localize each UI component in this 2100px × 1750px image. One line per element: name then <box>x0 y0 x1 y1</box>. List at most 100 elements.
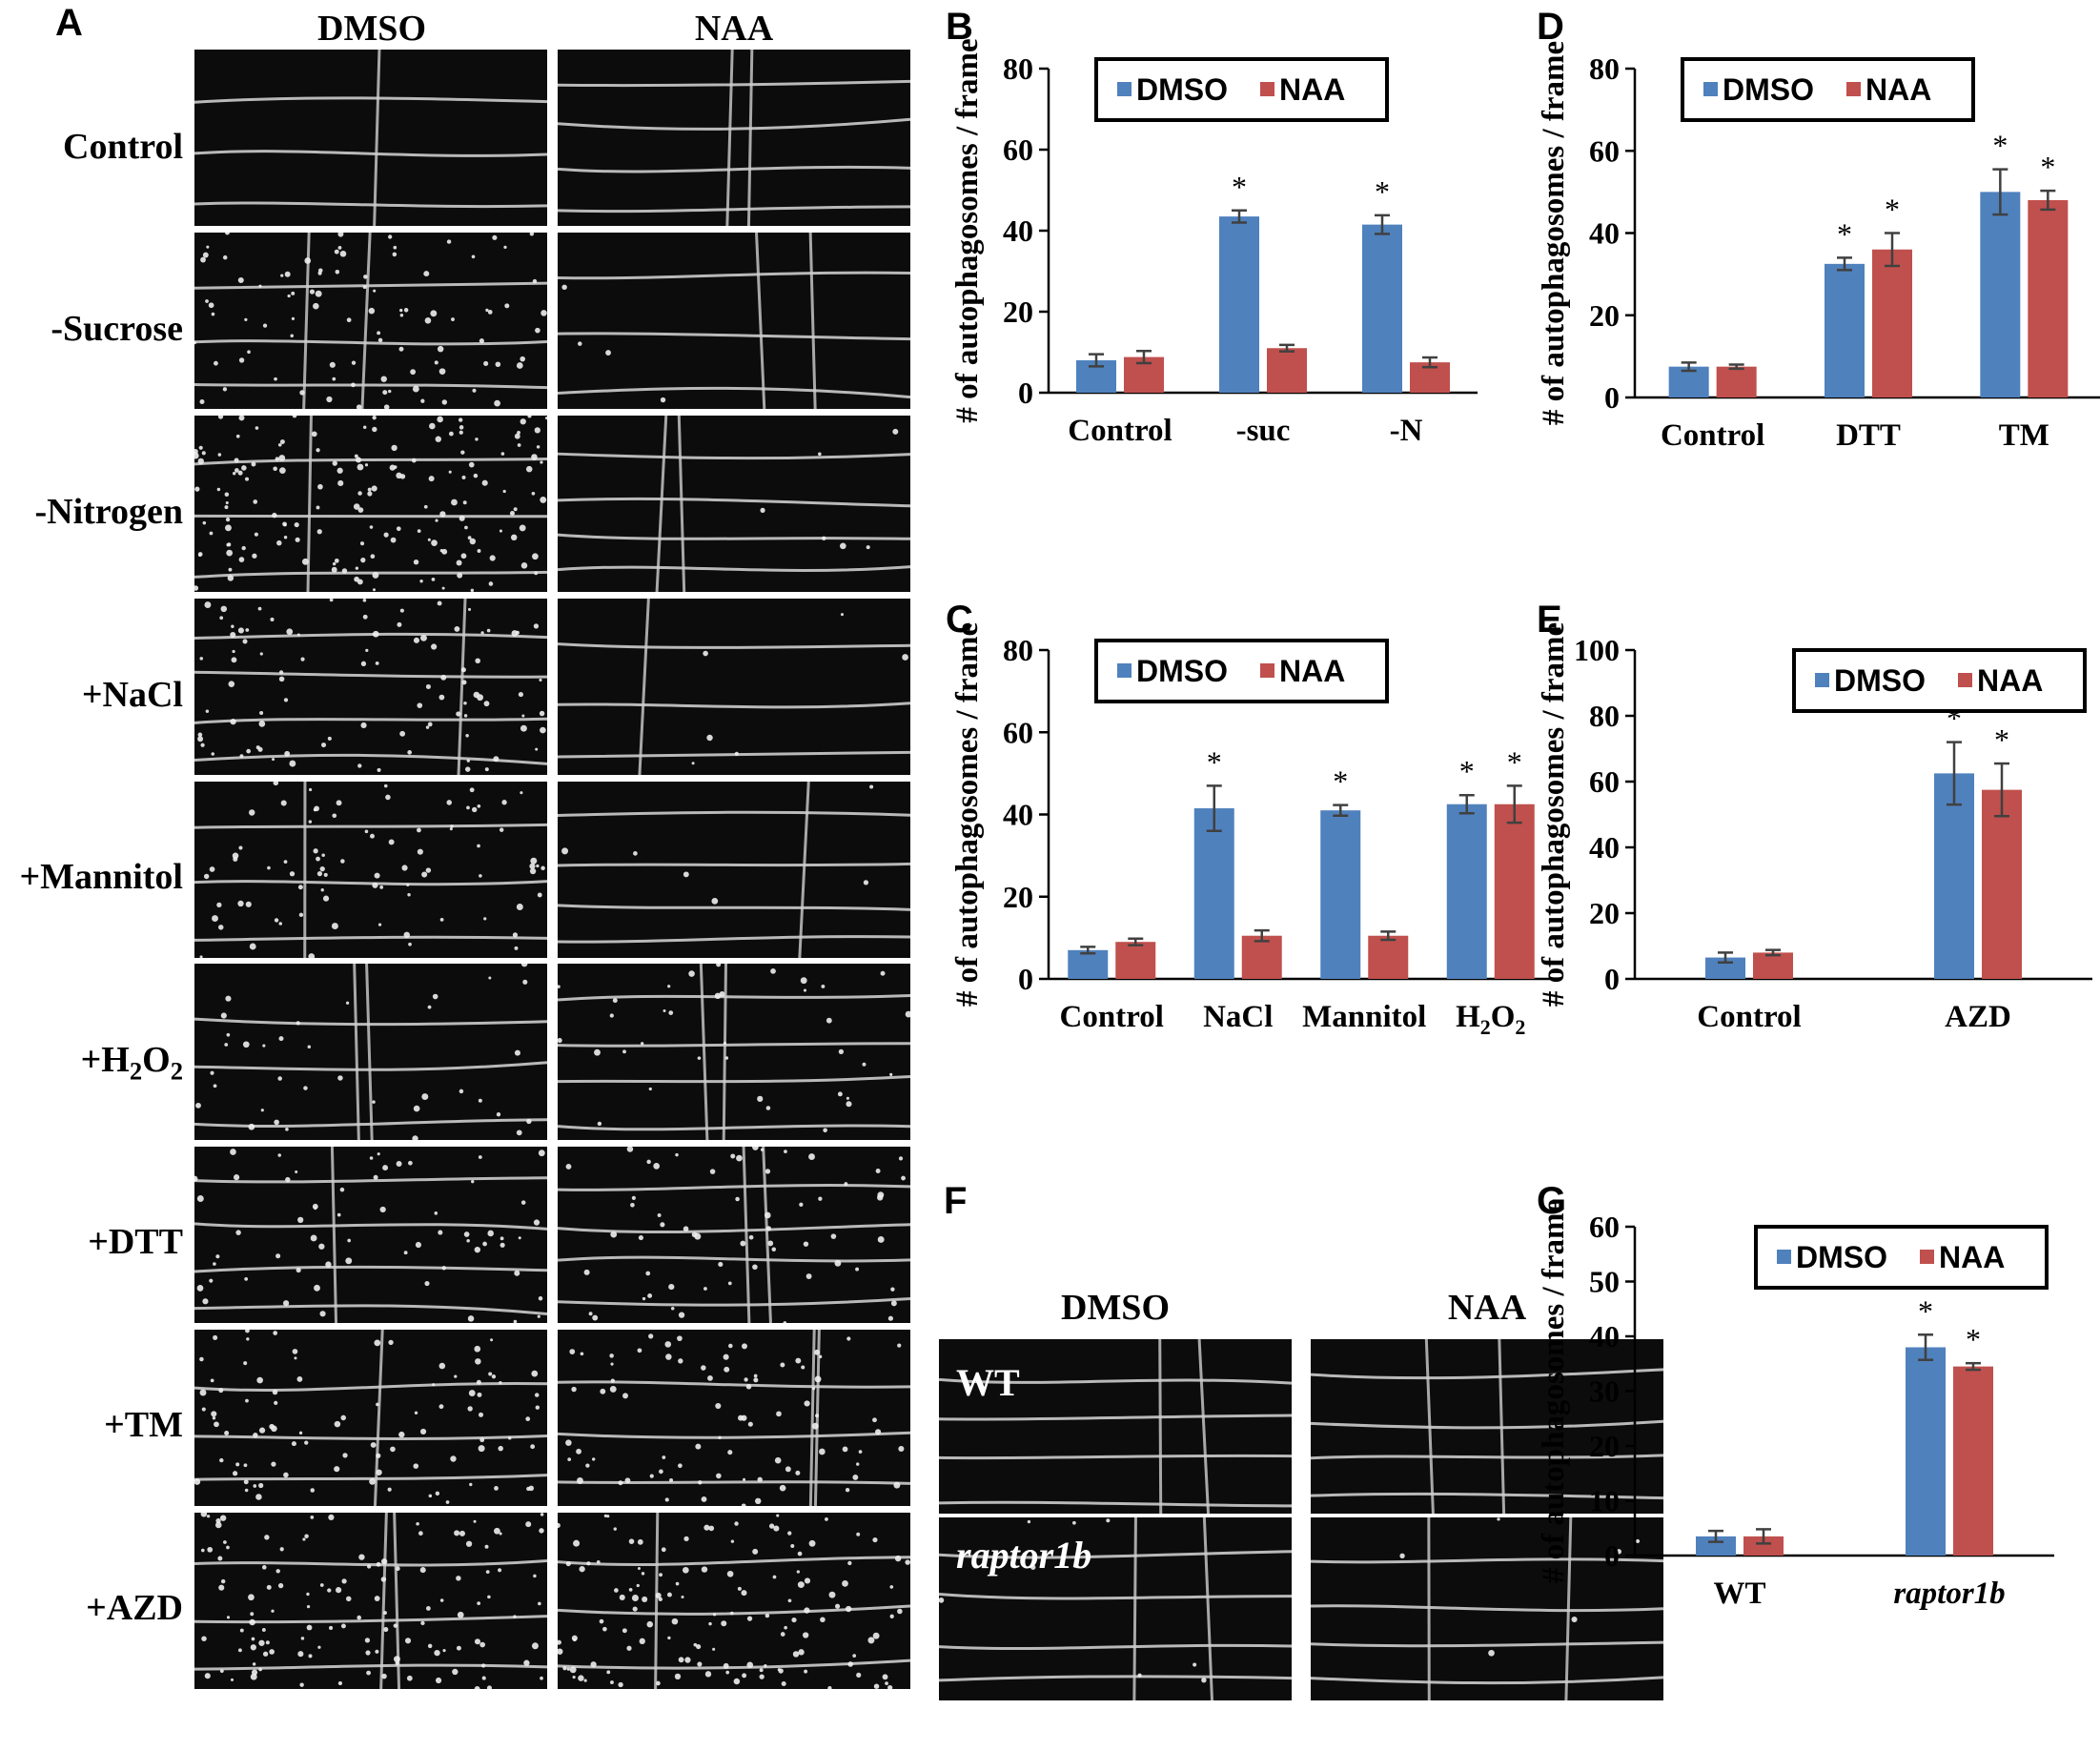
bar-dmso-3 <box>1980 192 2021 397</box>
y-tick-label: 0 <box>1604 962 1620 996</box>
significance-marker: * <box>1992 129 2008 163</box>
row-label-dtt: +DTT <box>88 1222 183 1262</box>
legend-swatch-dmso <box>1117 82 1132 96</box>
row-label-control: Control <box>63 127 183 167</box>
chart-svg-d: # of autophagosomes / frame 0 20 40 60 80 Cont… <box>1537 41 2100 453</box>
x-tick-label: -N <box>1390 414 1423 448</box>
legend-label-dmso: DMSO <box>1136 72 1228 107</box>
x-tick-label: H2O2 <box>1456 1000 1525 1039</box>
y-tick-label: 60 <box>1589 133 1620 168</box>
bar-dmso-2 <box>1906 1347 1946 1556</box>
y-tick-label: 100 <box>1574 633 1620 667</box>
legend-swatch-naa <box>1260 82 1274 96</box>
micrograph-naa-2 <box>558 233 910 409</box>
bar-naa-3 <box>1368 935 1409 979</box>
legend-swatch-dmso <box>1777 1250 1791 1264</box>
bar-naa-3 <box>2028 200 2069 397</box>
bar-naa-2 <box>1953 1366 1993 1556</box>
legend: DMSO NAA <box>1792 648 2087 713</box>
bar-naa-1 <box>1716 366 1757 397</box>
legend-box <box>1094 639 1389 703</box>
row-label-nitrogen: -Nitrogen <box>34 492 184 532</box>
chart-g: # of autophagosomes / frame 0 10 20 30 40 50 60… <box>1535 1199 2100 1654</box>
y-tick-label: 40 <box>1589 830 1620 865</box>
legend-label-naa: NAA <box>1977 663 2043 698</box>
y-tick-label: 0 <box>1018 376 1033 410</box>
micrograph-dmso-1 <box>194 50 547 226</box>
x-tick-label: Control <box>1697 1000 1801 1034</box>
significance-marker: * <box>1333 764 1348 799</box>
legend-swatch-dmso <box>1815 673 1829 687</box>
panel-label-g: G <box>1537 1180 1567 1222</box>
y-tick-label: 40 <box>1589 216 1620 251</box>
panel-label-c: C <box>946 599 973 641</box>
y-tick-label: 20 <box>1589 1429 1620 1463</box>
micrograph-dmso-3 <box>194 416 547 592</box>
legend-box <box>1792 648 2087 713</box>
legend-label-dmso: DMSO <box>1136 654 1228 688</box>
x-tick-label: Mannitol <box>1302 1000 1426 1034</box>
legend-box <box>1681 57 1975 122</box>
panel-a-column-naa: NAA <box>694 9 774 49</box>
row-label-h2o2: +H2O2 <box>80 1040 183 1086</box>
x-tick-label: WT <box>1713 1577 1765 1611</box>
bar-naa-2 <box>1872 249 1912 397</box>
x-tick-label: Control <box>1661 418 1764 453</box>
significance-marker: * <box>1885 193 1900 227</box>
y-axis-label: # of autophagosomes / frame <box>950 622 985 1007</box>
micrograph-naa-5 <box>558 782 910 958</box>
significance-marker: * <box>1459 754 1475 788</box>
legend-swatch-naa <box>1920 1250 1934 1264</box>
micrograph-naa-7 <box>558 1147 910 1323</box>
micrograph-naa-6 <box>558 964 910 1140</box>
micrograph-dmso-6 <box>194 964 547 1140</box>
micrograph-dmso-5 <box>194 782 547 958</box>
panel-f-column-naa: NAA <box>1447 1288 1527 1328</box>
micrograph-f-wt-dmso <box>939 1339 1292 1514</box>
panel-label-b: B <box>946 6 973 48</box>
y-tick-label: 10 <box>1589 1484 1620 1518</box>
bar-naa-2 <box>1241 935 1282 979</box>
x-tick-label: -suc <box>1236 414 1291 448</box>
chart-svg-c: # of autophagosomes / frame 0 20 40 60 80 Cont… <box>950 622 1554 1039</box>
bar-dmso-1 <box>1068 949 1109 979</box>
significance-marker: * <box>1918 1293 1933 1328</box>
y-tick-label: 40 <box>1003 214 1033 248</box>
legend-swatch-naa <box>1260 663 1274 678</box>
bar-dmso-3 <box>1362 224 1402 393</box>
chart-b: # of autophagosomes / frame 0 20 40 60 80 Cont… <box>948 38 1516 491</box>
row-label-tm: +TM <box>104 1405 183 1445</box>
y-tick-label: 30 <box>1589 1374 1620 1409</box>
significance-marker: * <box>1994 722 2009 757</box>
micrograph-f-raptor1b-dmso <box>939 1517 1292 1700</box>
significance-marker: * <box>2040 150 2055 184</box>
micrograph-naa-3 <box>558 416 910 592</box>
legend-box <box>1754 1225 2049 1290</box>
panel-label-d: D <box>1537 6 1564 48</box>
y-tick-label: 80 <box>1003 51 1033 86</box>
legend-label-naa: NAA <box>1279 72 1345 107</box>
legend: DMSO NAA <box>1754 1225 2049 1290</box>
y-tick-label: 40 <box>1003 798 1033 832</box>
panel-label-e: E <box>1537 599 1562 641</box>
legend-label-dmso: DMSO <box>1723 72 1814 107</box>
bar-dmso-2 <box>1193 808 1234 979</box>
micrograph-f-wt-naa <box>1311 1339 1663 1514</box>
legend: DMSO NAA <box>1094 639 1389 703</box>
panel-f-row-label-raptor1b: raptor1b <box>956 1534 1092 1577</box>
significance-marker: * <box>1375 174 1390 209</box>
row-label-mannitol: +Mannitol <box>19 857 183 897</box>
legend-box <box>1094 57 1389 122</box>
legend-label-naa: NAA <box>1939 1240 2005 1274</box>
legend: DMSO NAA <box>1681 57 1975 122</box>
panel-label-f: F <box>944 1180 968 1222</box>
y-tick-label: 50 <box>1589 1265 1620 1299</box>
panel-f-row-label-wt: WT <box>956 1361 1020 1404</box>
y-tick-label: 80 <box>1589 699 1620 733</box>
x-tick-label: DTT <box>1836 418 1901 453</box>
chart-svg-g: # of autophagosomes / frame 0 10 20 30 40 50 60… <box>1537 1199 2054 1611</box>
row-label-sucrose: -Sucrose <box>51 309 183 349</box>
row-label-azd: +AZD <box>86 1588 183 1628</box>
legend-label-naa: NAA <box>1279 654 1345 688</box>
bar-dmso-2 <box>1934 773 1974 979</box>
